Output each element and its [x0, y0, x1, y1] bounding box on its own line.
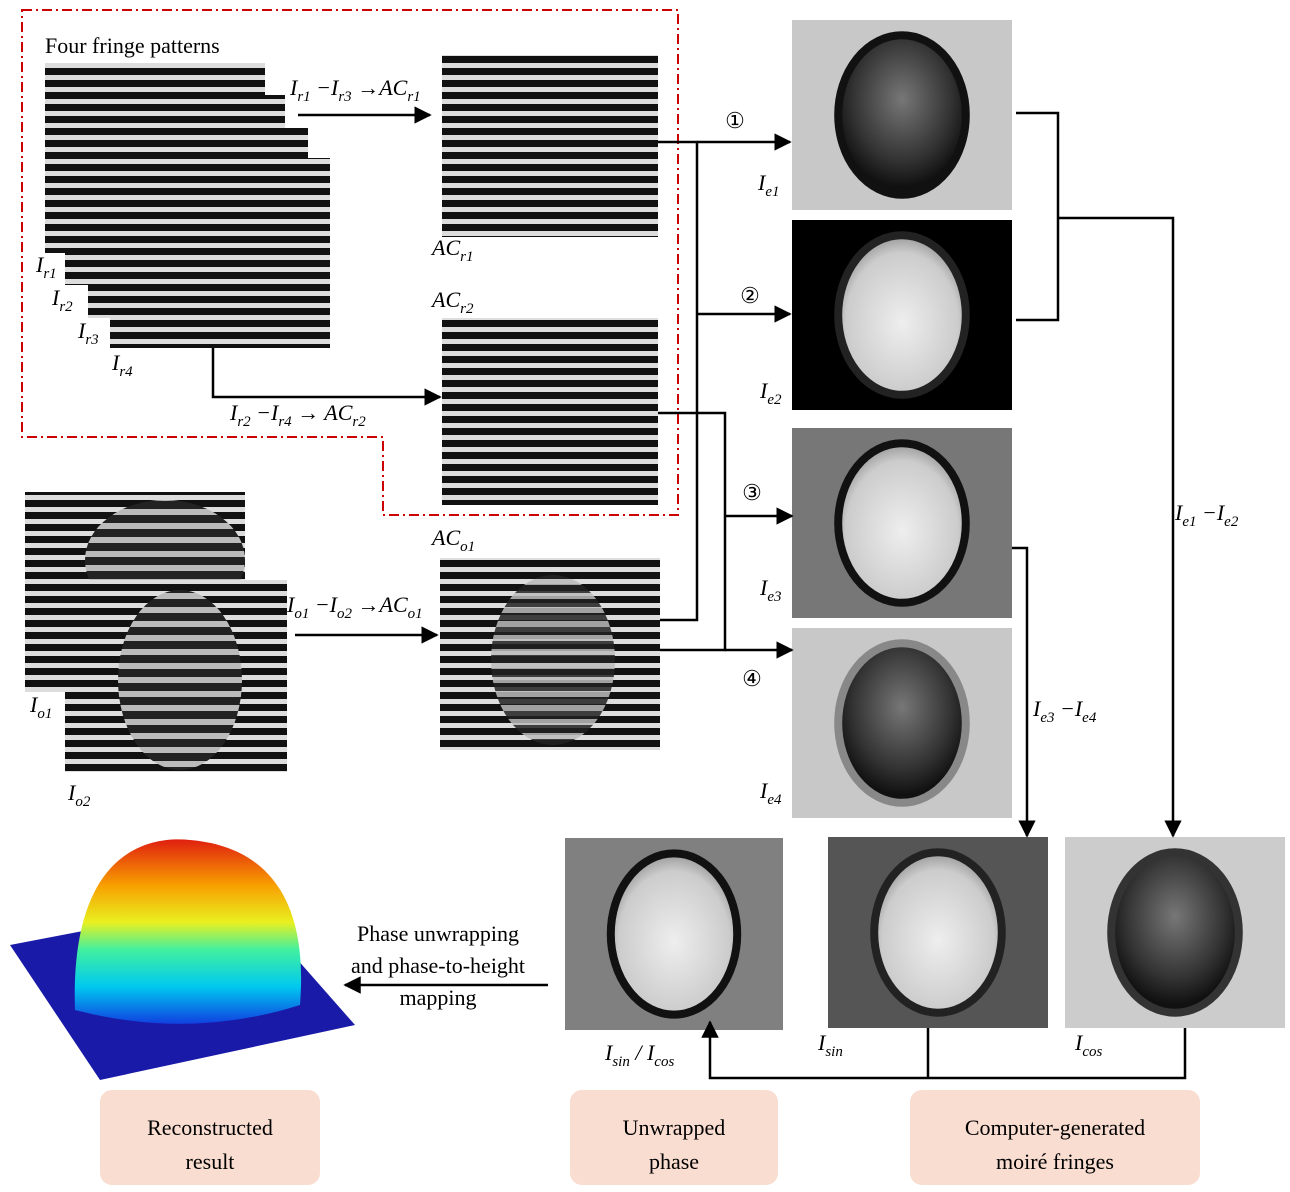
label: ACr2	[430, 287, 474, 317]
label-part: / I	[630, 1040, 656, 1065]
label: Ie3	[759, 575, 782, 605]
arrow	[710, 1022, 1185, 1078]
fringe-image	[110, 158, 330, 348]
label-part: o1	[460, 539, 475, 555]
title: Four fringe patterns	[45, 33, 220, 58]
label-part: r1	[407, 89, 420, 105]
label-part: → AC	[292, 400, 353, 425]
label: Icos	[1074, 1030, 1102, 1060]
label: Ir2	[51, 285, 73, 315]
caption: phase	[649, 1149, 699, 1174]
label-part: e1	[765, 184, 779, 200]
label: Isin	[817, 1030, 843, 1060]
label-part: cos	[654, 1054, 674, 1070]
label: Ir2 −Ir4 → ACr2	[229, 400, 366, 430]
label-part: e3	[1040, 710, 1054, 726]
label-part: r2	[237, 414, 251, 430]
process-note: Phase unwrapping	[357, 921, 519, 946]
label: Io1 −Io2 →ACo1	[286, 592, 423, 622]
label-part: sin	[825, 1044, 843, 1060]
caption: Computer-generated	[965, 1115, 1145, 1140]
label-part: cos	[1082, 1044, 1102, 1060]
label: Io2	[67, 780, 91, 810]
label: Ir3	[77, 318, 99, 348]
step-number: ①	[725, 108, 745, 133]
label-part: r1	[43, 266, 56, 282]
face	[838, 643, 966, 803]
label: Ie1 −Ie2	[1174, 500, 1239, 530]
label-part: −I	[251, 400, 280, 425]
label-part: sin	[612, 1054, 630, 1070]
label: Isin / Icos	[604, 1040, 674, 1070]
label-part: −I	[311, 75, 340, 100]
diagram: Four fringe patterns Ir1Ir2Ir3Ir4ACr1ACr…	[0, 0, 1290, 1192]
label-part: −I	[1055, 696, 1084, 721]
fringe-image	[442, 55, 658, 237]
arrow	[1058, 218, 1173, 836]
label-part: r2	[59, 299, 73, 315]
step-number: ③	[742, 480, 762, 505]
step-number: ④	[742, 666, 762, 691]
label: ACr1	[430, 235, 473, 265]
label-part: →AC	[352, 75, 408, 100]
caption: result	[186, 1149, 235, 1174]
label: Ir1	[35, 252, 57, 282]
height-map-dome	[75, 839, 301, 1023]
face	[838, 35, 966, 195]
label: ACo1	[430, 525, 475, 555]
connector	[1016, 113, 1058, 320]
label-part: e2	[767, 392, 782, 408]
object-fringes	[491, 575, 615, 745]
label-part: e3	[767, 589, 781, 605]
label-part: AC	[430, 525, 460, 550]
process-note: and phase-to-height	[351, 953, 525, 978]
caption: moiré fringes	[996, 1149, 1114, 1174]
label-part: r1	[297, 89, 310, 105]
label: Ie4	[759, 778, 782, 808]
process-note: mapping	[400, 985, 477, 1010]
label-part: e4	[1082, 710, 1097, 726]
label: Ie1	[757, 170, 780, 200]
label-part: r3	[338, 89, 351, 105]
label: Io1	[29, 692, 52, 722]
face	[1111, 852, 1239, 1012]
label-part: r1	[460, 249, 473, 265]
label: Ie2	[759, 378, 782, 408]
face	[838, 443, 966, 603]
label-part: r4	[278, 414, 292, 430]
label-part: →AC	[352, 592, 408, 617]
label: Ie3 −Ie4	[1032, 696, 1097, 726]
face	[611, 853, 737, 1014]
label: Ir1 −Ir3 →ACr1	[289, 75, 421, 105]
label-part: o1	[408, 606, 423, 622]
label: Ir4	[111, 350, 133, 380]
label-part: AC	[430, 287, 460, 312]
caption: Reconstructed	[147, 1115, 273, 1140]
label-part: e2	[1224, 514, 1239, 530]
face	[874, 852, 1002, 1012]
label-part: o2	[75, 794, 91, 810]
label-part: r2	[352, 414, 366, 430]
label-part: −I	[1197, 500, 1226, 525]
arrow	[1012, 548, 1027, 836]
caption: Unwrapped	[623, 1115, 726, 1140]
label-part: o1	[37, 706, 52, 722]
label-part: r3	[85, 332, 98, 348]
step-number: ②	[740, 283, 760, 308]
label-part: e4	[767, 792, 782, 808]
label-part: r4	[119, 364, 133, 380]
label-part: AC	[430, 235, 460, 260]
label-part: e1	[1182, 514, 1196, 530]
label-part: o1	[294, 606, 309, 622]
arrow	[213, 348, 440, 397]
label-part: o2	[337, 606, 353, 622]
object-fringes	[118, 590, 242, 770]
face	[838, 235, 966, 395]
label-part: −I	[309, 592, 338, 617]
label-part: r2	[460, 301, 474, 317]
connector	[658, 413, 725, 650]
fringe-image	[442, 318, 658, 505]
